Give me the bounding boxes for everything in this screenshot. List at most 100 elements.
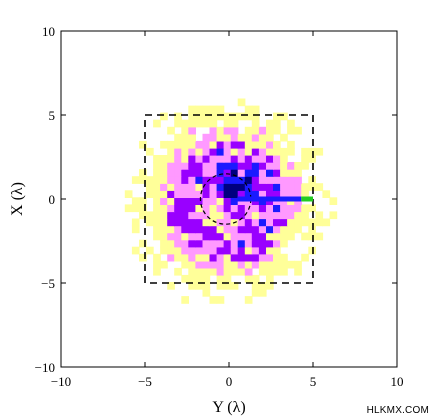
heatmap-cell xyxy=(266,190,274,198)
heatmap-cell xyxy=(181,218,189,227)
heatmap-cell xyxy=(181,211,189,220)
heatmap-cell xyxy=(230,225,239,234)
heatmap-cell xyxy=(167,190,175,198)
heatmap-cell xyxy=(322,190,331,198)
heatmap-cell xyxy=(258,211,267,220)
heatmap-cell xyxy=(273,176,281,184)
heatmap-cell xyxy=(188,253,196,262)
heatmap-cell xyxy=(251,274,260,283)
heatmap-cell xyxy=(294,204,302,213)
heatmap-cell xyxy=(202,162,211,170)
heatmap-cell xyxy=(273,112,281,121)
heatmap-cell xyxy=(244,147,253,156)
heatmap-cell xyxy=(322,218,331,227)
heatmap-cell xyxy=(181,126,189,135)
heatmap-cell xyxy=(244,218,253,227)
heatmap-cell xyxy=(139,169,147,177)
heatmap-cell xyxy=(287,140,295,149)
heatmap-cell xyxy=(280,162,288,170)
heatmap-cell xyxy=(280,239,288,248)
heatmap-cell xyxy=(230,147,239,156)
heatmap-cell xyxy=(153,218,161,227)
heatmap-cell xyxy=(209,169,218,177)
heatmap-cell xyxy=(174,140,182,149)
heatmap-cell xyxy=(287,232,295,241)
heatmap-cell xyxy=(181,225,189,234)
heatmap-cell xyxy=(188,183,196,191)
heatmap-cell xyxy=(223,282,232,290)
heatmap-cell xyxy=(266,232,274,241)
heatmap-cell xyxy=(188,232,196,241)
heatmap-cell xyxy=(230,211,239,220)
heatmap-cell xyxy=(251,190,260,198)
heatmap-cell xyxy=(273,218,281,227)
heatmap-cell xyxy=(195,162,204,170)
heatmap-cell xyxy=(294,183,302,191)
heatmap-cell xyxy=(146,147,154,156)
heatmap-cell xyxy=(181,204,189,213)
heatmap-cell xyxy=(216,155,225,163)
heatmap-cell xyxy=(195,260,204,269)
heatmap-cell xyxy=(202,190,211,198)
heatmap-cell xyxy=(266,169,274,177)
heatmap-cell xyxy=(181,232,189,241)
heatmap-cell xyxy=(237,260,246,269)
heatmap-cell xyxy=(174,197,182,205)
y-tick-label: 5 xyxy=(49,108,56,123)
heatmap-cell xyxy=(280,211,288,220)
heatmap-cell xyxy=(131,204,140,213)
heatmap-cell xyxy=(167,282,175,290)
heatmap-cell xyxy=(167,183,175,191)
heatmap-cell xyxy=(209,183,218,191)
heatmap-cell xyxy=(181,296,189,304)
heatmap-cell xyxy=(160,169,168,177)
heatmap-cell xyxy=(174,147,182,156)
heatmap-cell xyxy=(209,296,218,304)
heatmap-cell xyxy=(174,267,182,276)
heatmap-cell xyxy=(223,211,232,220)
heatmap-cell xyxy=(223,274,232,283)
heatmap-cell xyxy=(153,155,161,163)
heatmap-cell xyxy=(195,169,204,177)
heatmap-cell xyxy=(230,183,239,191)
heatmap-cell xyxy=(273,267,281,276)
heatmap-cell xyxy=(188,246,196,255)
heatmap-cell xyxy=(160,204,168,213)
heatmap-cell xyxy=(188,225,196,234)
heatmap-cell xyxy=(160,225,168,234)
heatmap-cell xyxy=(209,162,218,170)
heatmap-cell xyxy=(216,176,225,184)
heatmap-cell xyxy=(216,253,225,262)
heatmap-cell xyxy=(230,119,239,128)
heatmap-cell xyxy=(202,267,211,276)
heatmap-cell xyxy=(188,197,196,205)
heatmap-cell xyxy=(209,253,218,262)
heatmap-cell xyxy=(153,232,161,241)
heatmap-cell xyxy=(174,183,182,191)
heatmap-cell xyxy=(202,246,211,255)
heatmap-cell xyxy=(308,246,316,255)
heatmap-cell xyxy=(273,211,281,220)
heatmap-cell xyxy=(258,147,267,156)
heatmap-cell xyxy=(230,197,239,205)
heatmap-cell xyxy=(167,218,175,227)
heatmap-cell xyxy=(287,119,295,128)
heatmap-cell xyxy=(167,169,175,177)
heatmap-cell xyxy=(287,162,295,170)
heatmap-cell xyxy=(287,176,295,184)
heatmap-cell xyxy=(237,225,246,234)
heatmap-cell xyxy=(160,239,168,248)
heatmap-cell xyxy=(188,169,196,177)
y-tick-label: −5 xyxy=(41,276,55,291)
x-axis-label: Y (λ) xyxy=(212,399,245,416)
heatmap-cell xyxy=(244,183,253,191)
heatmap-cell xyxy=(266,162,274,170)
heatmap-cell xyxy=(188,211,196,220)
heatmap-cell xyxy=(188,155,196,163)
heatmap-cell xyxy=(223,126,232,135)
heatmap-cell xyxy=(124,204,133,213)
heatmap-cell xyxy=(181,183,189,191)
heatmap-cell xyxy=(131,176,140,184)
axis-ticks xyxy=(60,30,398,368)
heatmap-cell xyxy=(237,232,246,241)
